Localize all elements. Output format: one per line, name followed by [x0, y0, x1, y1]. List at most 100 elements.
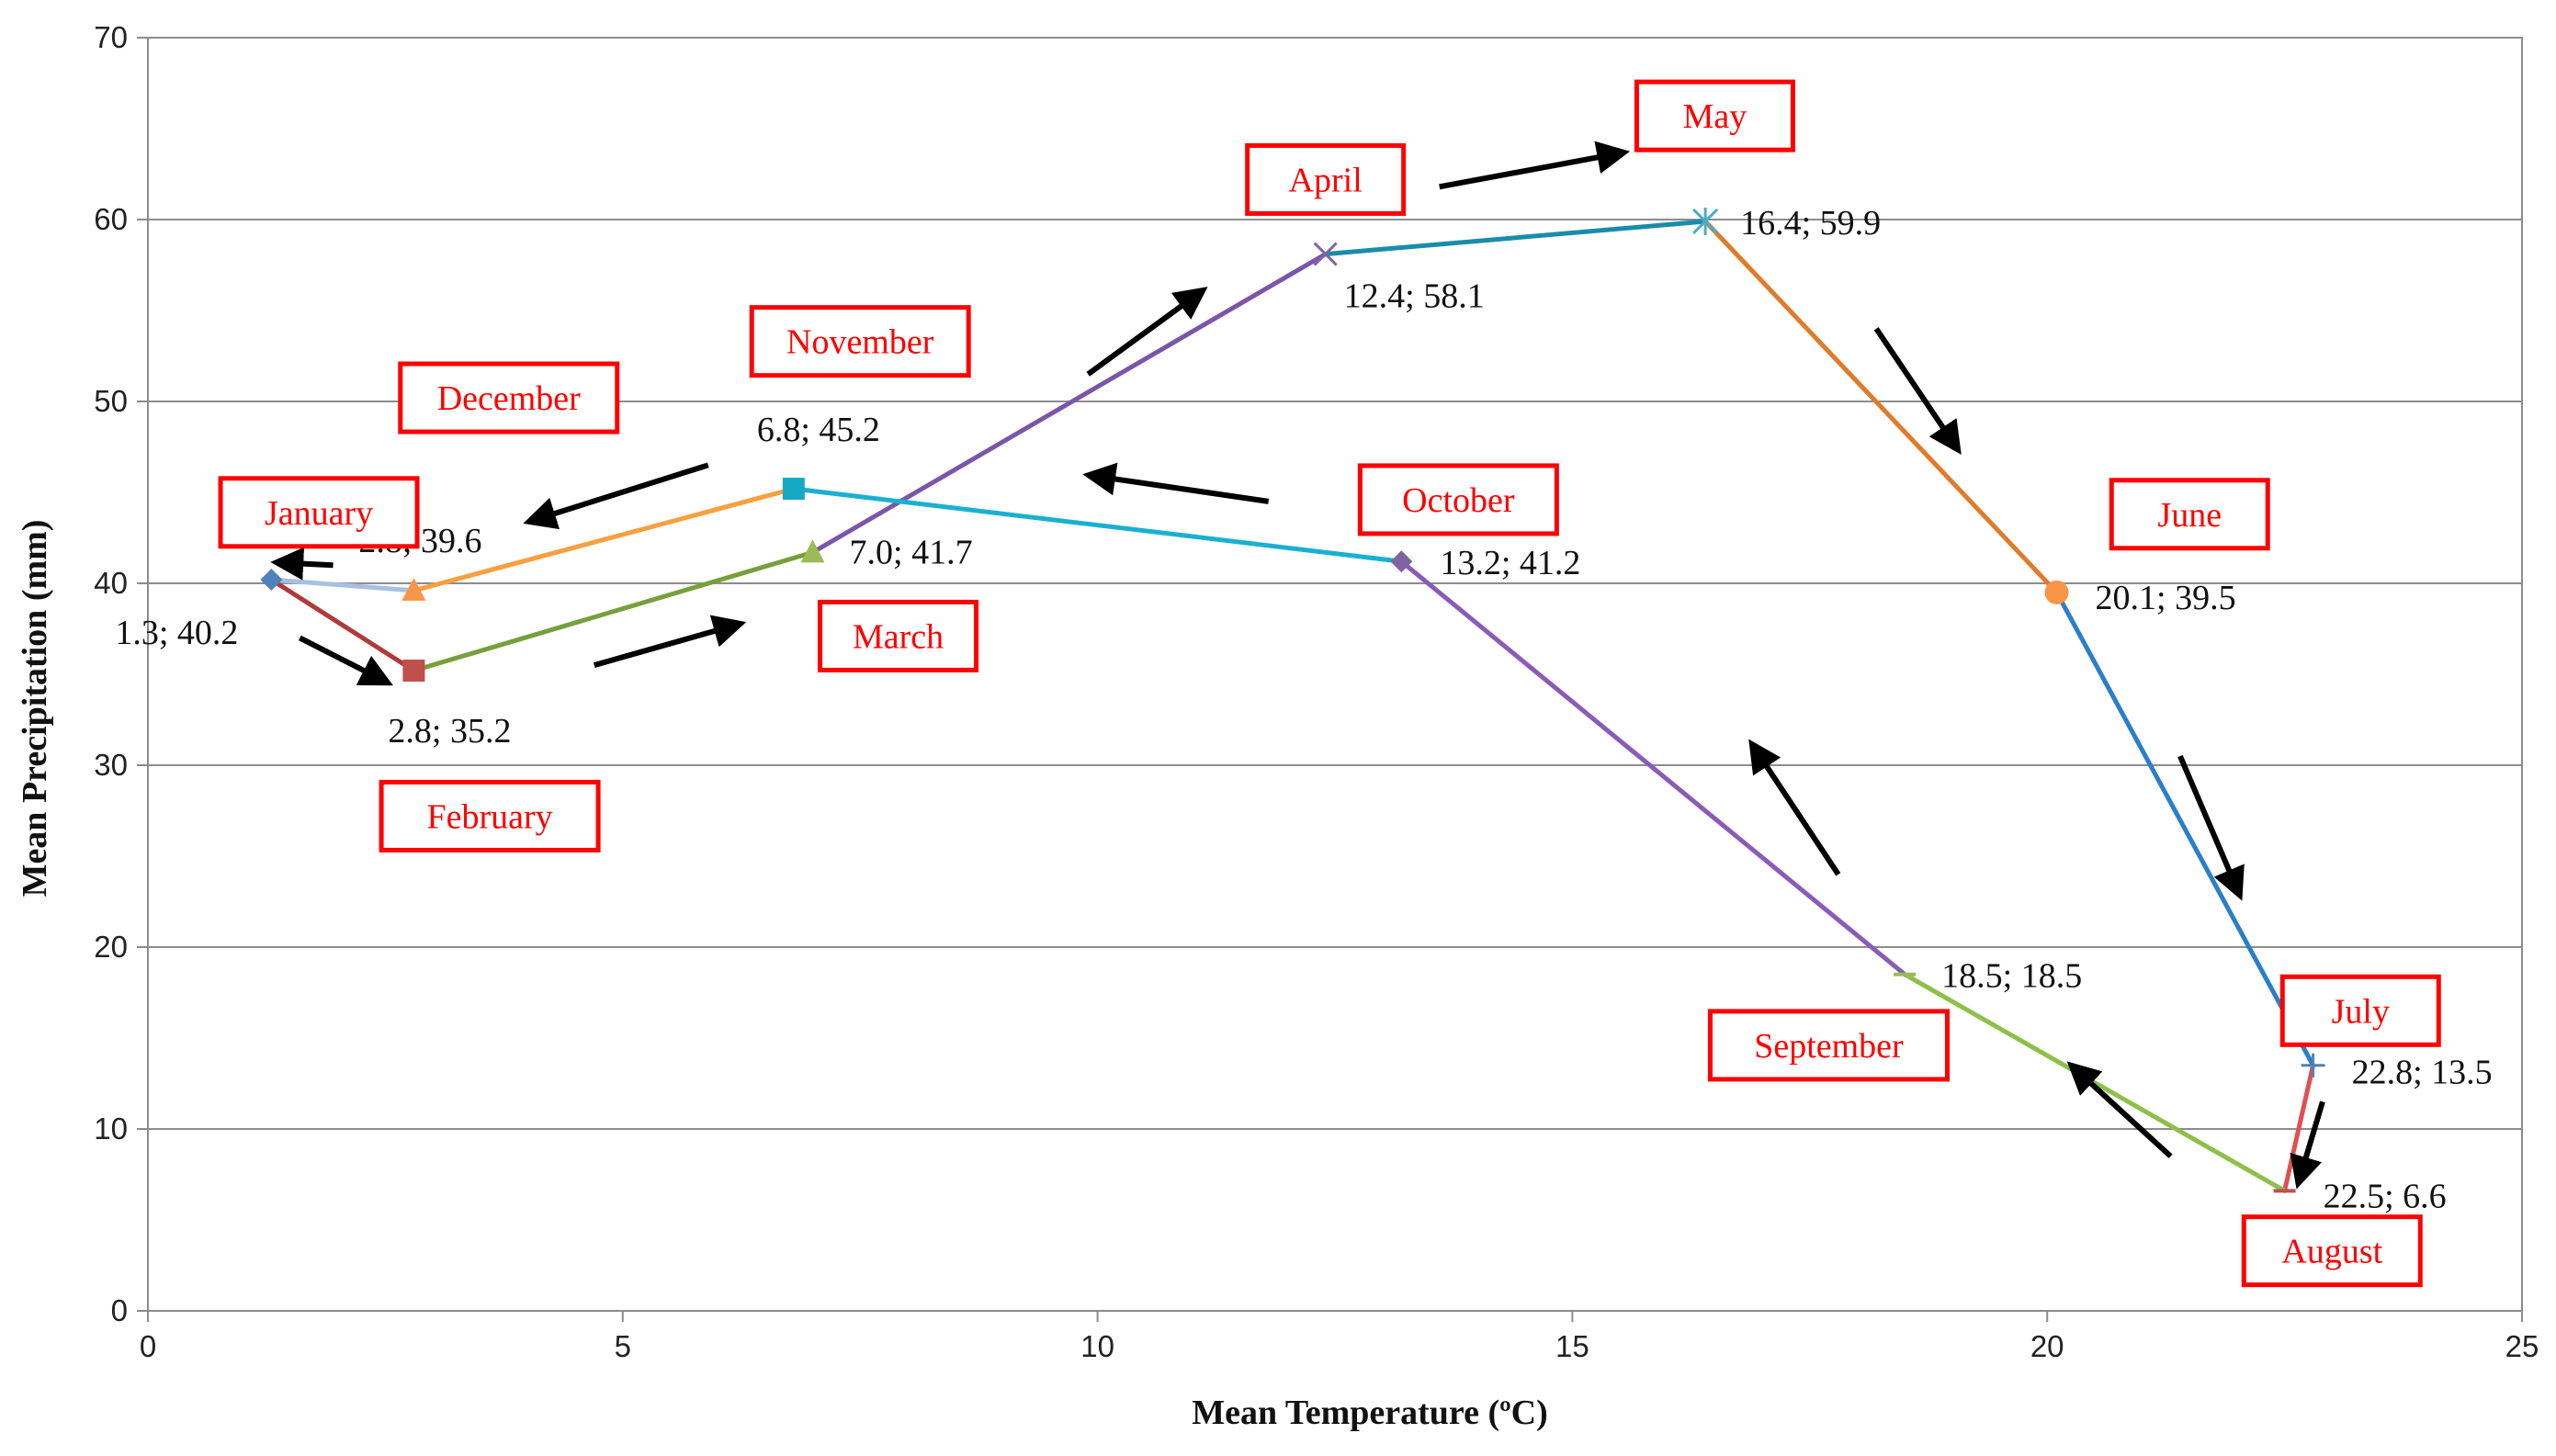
month-box-august: August: [2241, 1214, 2423, 1288]
series-line-segment: [2282, 1063, 2316, 1193]
series-line-segment: [791, 486, 1404, 564]
series-line-segment: [1902, 972, 2288, 1193]
plot-border: [147, 37, 2523, 1312]
month-box-border: [749, 305, 971, 378]
month-box-march: March: [818, 599, 979, 672]
data-point-november: [782, 478, 805, 501]
month-label: May: [1683, 97, 1747, 136]
month-label: July: [2332, 992, 2390, 1031]
y-tick-label: 10: [94, 1112, 128, 1146]
month-box-july: July: [2279, 974, 2441, 1047]
month-label: June: [2157, 496, 2222, 535]
data-label-august: 22.5; 6.6: [2324, 1177, 2447, 1215]
direction-arrow: [593, 615, 747, 668]
data-point-april: [1313, 242, 1338, 266]
data-point-october: [1390, 550, 1413, 573]
data-point-december: [401, 577, 426, 601]
series-line-segment: [1398, 559, 1907, 977]
y-tick-label: 50: [94, 384, 128, 418]
series-line-segment: [2054, 590, 2316, 1068]
y-tick-label: 60: [94, 202, 128, 236]
data-label-october: 13.2; 41.2: [1440, 544, 1580, 582]
x-tick-label: 5: [615, 1329, 631, 1363]
month-label: September: [1754, 1027, 1904, 1066]
y-tick-label: 20: [94, 930, 128, 964]
x-tick-label: 10: [1080, 1329, 1114, 1363]
data-point-june: [2044, 580, 2069, 604]
data-label-february: 2.8; 35.2: [388, 712, 511, 751]
x-tick-label: 15: [1555, 1329, 1589, 1363]
month-box-border: [818, 599, 979, 672]
data-markers: [260, 207, 2325, 1193]
data-point-february: [402, 660, 425, 683]
series-line-segment: [1702, 219, 2060, 595]
direction-arrow: [2290, 1100, 2325, 1190]
month-box-border: [2279, 974, 2441, 1047]
month-box-border: [218, 476, 420, 549]
month-box-border: [1707, 1009, 1950, 1082]
data-point-may: [1692, 207, 1719, 235]
month-box-border: [2109, 478, 2270, 551]
month-box-june: June: [2109, 478, 2270, 551]
data-label-march: 7.0; 41.7: [850, 533, 973, 571]
data-point-july: [2301, 1053, 2325, 1078]
month-box-april: April: [1245, 142, 1407, 216]
month-box-border: [2241, 1214, 2423, 1288]
y-axis-title: Mean Precipitation (mm): [16, 520, 54, 897]
direction-arrow: [1086, 287, 1208, 377]
month-box-border: [379, 779, 601, 852]
data-point-march: [800, 539, 825, 563]
month-box-border: [398, 361, 620, 435]
direction-arrow: [270, 547, 334, 581]
data-point-january: [260, 569, 283, 592]
month-box-border: [1634, 79, 1795, 152]
direction-arrow: [299, 635, 393, 686]
data-label-september: 18.5; 18.5: [1941, 957, 2082, 996]
x-tick-label: 20: [2030, 1329, 2064, 1363]
month-box-border: [1245, 142, 1407, 216]
direction-arrow: [2066, 1061, 2173, 1158]
data-label-january: 1.3; 40.2: [115, 614, 238, 652]
series-line-segment: [810, 252, 1329, 555]
axes: 0 10 20 30 40 50 60 70 0 5 10 15 20 25: [94, 20, 2539, 1363]
series-line-segment: [411, 549, 816, 673]
x-axis-title: Mean Temperature (ºC): [1192, 1394, 1548, 1432]
series-line-segment: [411, 486, 797, 593]
direction-arrows: [270, 141, 2325, 1190]
direction-arrow: [1439, 141, 1631, 190]
month-box-january: January: [218, 476, 420, 549]
series-line-segment: [268, 577, 416, 673]
y-tick-label: 0: [111, 1293, 128, 1327]
direction-arrow: [523, 462, 709, 530]
month-box-may: May: [1634, 79, 1795, 152]
data-labels: 1.3; 40.2 2.8; 35.2 7.0; 41.7 12.4; 58.1 16.…: [115, 204, 2492, 1215]
x-tick-label: 25: [2505, 1329, 2539, 1363]
series-line-segment: [1323, 219, 1708, 257]
x-tick-label: 0: [140, 1329, 156, 1363]
month-label: December: [437, 379, 581, 418]
month-box-february: February: [379, 779, 601, 852]
y-tick-label: 40: [94, 566, 128, 600]
data-label-november: 6.8; 45.2: [757, 411, 880, 449]
month-label: January: [265, 494, 373, 533]
data-label-may: 16.4; 59.9: [1740, 204, 1881, 243]
series-line-segment: [268, 577, 416, 593]
month-label: April: [1289, 161, 1363, 199]
month-box-december: December: [398, 361, 620, 435]
direction-arrow: [1873, 327, 1962, 456]
direction-arrow: [2177, 754, 2245, 901]
grid: [148, 219, 2522, 1130]
y-tick-label: 70: [94, 20, 128, 54]
direction-arrow: [1082, 462, 1270, 504]
month-box-november: November: [749, 305, 971, 378]
month-box-october: October: [1357, 463, 1559, 536]
month-label: November: [786, 323, 934, 362]
data-label-april: 12.4; 58.1: [1344, 277, 1485, 316]
month-label: October: [1402, 481, 1515, 520]
month-label: August: [2281, 1233, 2382, 1271]
month-label: March: [853, 617, 944, 656]
month-box-border: [1357, 463, 1559, 536]
series-lines: [268, 219, 2316, 1193]
direction-arrow: [1748, 739, 1841, 876]
